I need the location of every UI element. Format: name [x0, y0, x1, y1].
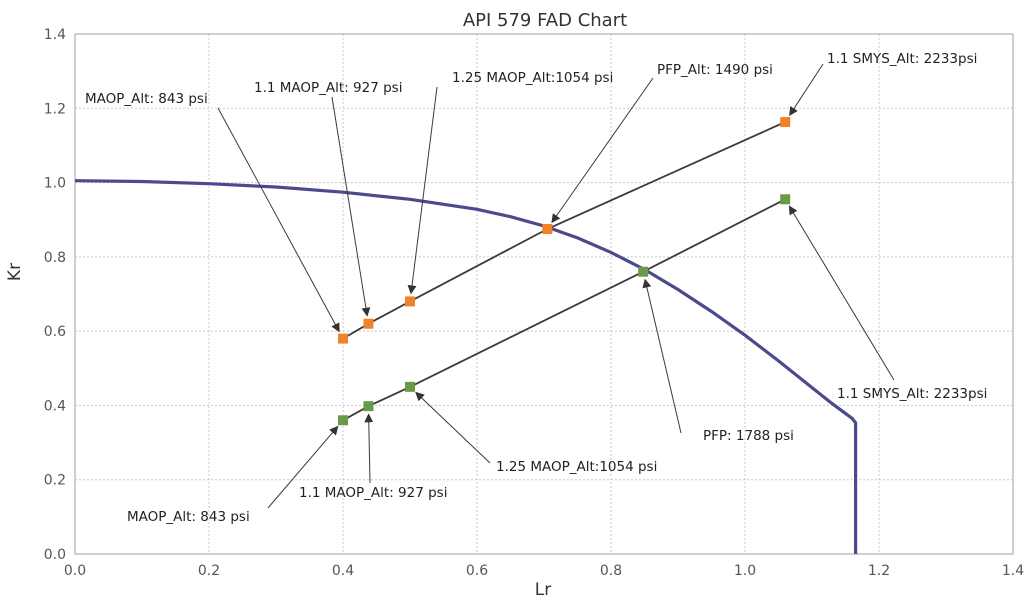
annotation-label: 1.1 MAOP_Alt: 927 psi: [299, 485, 447, 501]
y-tick-label: 1.2: [44, 101, 66, 117]
annotation-label: MAOP_Alt: 843 psi: [127, 509, 250, 525]
y-tick-label: 1.4: [44, 27, 66, 43]
annotation-arrow: [642, 278, 682, 434]
data-point-marker: [405, 296, 415, 307]
y-tick-label: 0.4: [44, 398, 66, 414]
annotation-arrow: [789, 63, 824, 117]
chart-title: API 579 FAD Chart: [463, 10, 627, 31]
series-layer: [338, 117, 791, 426]
data-point-marker: [780, 117, 791, 128]
annotation-label: MAOP_Alt: 843 psi: [85, 91, 208, 107]
annotation-layer: MAOP_Alt: 843 psi 1.1 MAOP_Alt: 927 psi 1.…: [85, 51, 987, 525]
annotation-label: PFP: 1788 psi: [703, 428, 794, 444]
y-tick-label: 0.8: [44, 250, 66, 266]
y-tick-label: 0.0: [44, 547, 66, 563]
annotation-arrow: [267, 425, 339, 509]
y-tick-label: 0.6: [44, 324, 66, 340]
data-point-marker: [363, 318, 374, 329]
y-axis-ticks: 0.0 0.2 0.4 0.6 0.8 1.0 1.2 1.4: [44, 27, 66, 563]
annotation-arrow: [551, 77, 654, 224]
annotation-arrow: [788, 205, 895, 381]
x-axis-ticks: 0.0 0.2 0.4 0.6 0.8 1.0 1.2 1.4: [64, 563, 1024, 579]
x-tick-label: 1.4: [1002, 563, 1024, 579]
annotation-label: 1.1 SMYS_Alt: 2233psi: [827, 51, 977, 67]
x-tick-label: 0.2: [198, 563, 220, 579]
y-axis-label: Kr: [5, 263, 25, 281]
data-point-marker: [405, 381, 415, 392]
data-point-marker: [780, 194, 791, 205]
annotation-label: 1.25 MAOP_Alt:1054 psi: [452, 70, 613, 86]
y-tick-label: 1.0: [44, 176, 66, 192]
x-tick-label: 0.4: [332, 563, 354, 579]
y-tick-label: 0.2: [44, 473, 66, 489]
x-axis-label: Lr: [535, 580, 551, 600]
data-point-marker: [542, 224, 553, 234]
annotation-arrow: [364, 413, 374, 484]
fad-curve-layer: [74, 179, 858, 554]
annotation-arrow: [415, 391, 491, 464]
grid: [74, 33, 1014, 555]
annotation-label: 1.1 SMYS_Alt: 2233psi: [837, 386, 987, 402]
annotation-arrow: [217, 107, 340, 333]
annotation-label: PFP_Alt: 1490 psi: [657, 62, 773, 78]
x-tick-label: 0.6: [466, 563, 488, 579]
annotation-arrow: [407, 86, 438, 295]
data-point-marker: [338, 415, 348, 426]
data-point-marker: [638, 266, 649, 277]
plot-frame: [74, 33, 1014, 555]
fad-curve: [74, 179, 858, 554]
annotation-label: 1.25 MAOP_Alt:1054 psi: [496, 459, 657, 475]
x-tick-label: 0.0: [64, 563, 86, 579]
x-tick-label: 1.0: [734, 563, 756, 579]
x-tick-label: 0.8: [600, 563, 622, 579]
data-point-marker: [363, 401, 374, 412]
annotation-arrow: [331, 96, 371, 317]
data-point-marker: [338, 333, 348, 344]
annotation-label: 1.1 MAOP_Alt: 927 psi: [254, 80, 402, 96]
x-tick-label: 1.2: [868, 563, 890, 579]
